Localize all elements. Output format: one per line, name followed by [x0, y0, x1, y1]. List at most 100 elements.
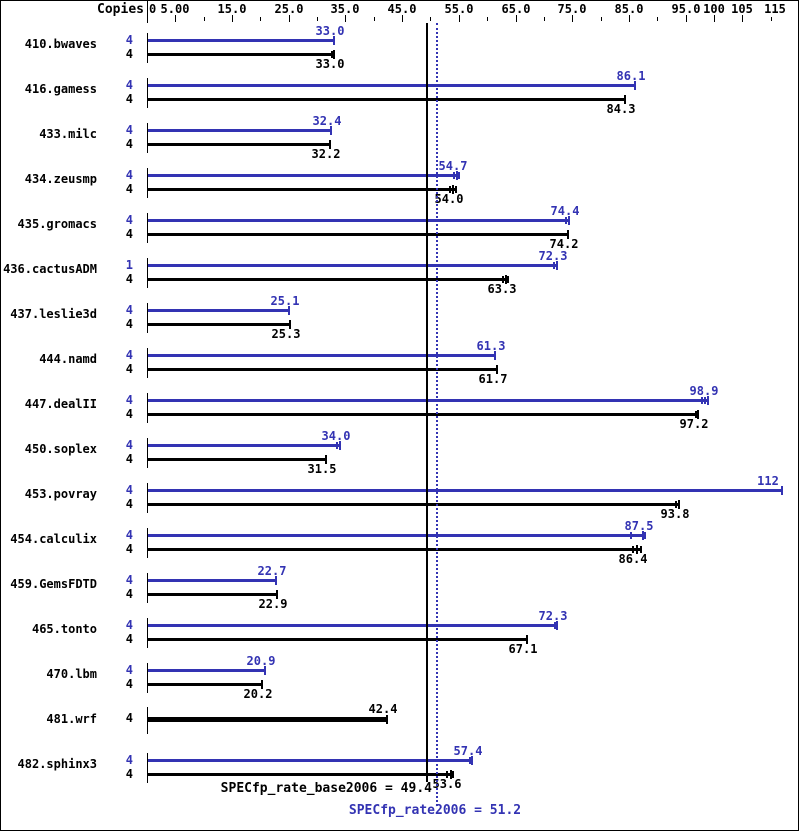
rate-bar: [148, 444, 340, 447]
axis-tick-label: 15.0: [217, 2, 247, 16]
run-mark: [701, 397, 703, 404]
axis-minor-tick: [657, 17, 658, 21]
bar-end-cap: [276, 590, 278, 599]
run-mark: [507, 276, 509, 283]
axis-minor-tick: [204, 17, 205, 21]
group-axis-bracket: [147, 213, 148, 243]
rate-bar: [148, 98, 625, 101]
base-summary: SPECfp_rate_base2006 = 49.4: [220, 781, 432, 796]
rate-value-label: 31.5: [307, 462, 337, 476]
rate-bar: [148, 188, 456, 191]
rate-value-label: 33.0: [315, 24, 345, 38]
copies-value: 4: [125, 393, 133, 407]
copies-value: 4: [125, 92, 133, 106]
rate-value-label: 25.1: [270, 294, 300, 308]
run-mark: [458, 172, 460, 179]
run-mark: [449, 186, 451, 193]
rate-value-label: 63.3: [487, 282, 517, 296]
bar-end-cap: [333, 36, 335, 45]
rate-value-label: 42.4: [368, 702, 398, 716]
base-mean-line: [426, 23, 428, 782]
axis-tick-label: 55.0: [444, 2, 474, 16]
group-axis-bracket: [147, 168, 148, 198]
rate-bar: [148, 489, 782, 492]
axis-major-tick: [714, 15, 715, 22]
run-mark: [446, 771, 448, 778]
axis-major-tick: [232, 15, 233, 22]
rate-value-label: 86.4: [618, 552, 648, 566]
copies-value: 4: [125, 362, 133, 376]
group-axis-bracket: [147, 393, 148, 423]
rate-value-label: 25.3: [271, 327, 301, 341]
axis-major-tick: [289, 15, 290, 22]
bar-end-cap: [264, 666, 266, 675]
bar-end-cap: [275, 576, 277, 585]
bar-end-cap: [261, 680, 263, 689]
copies-value: 4: [125, 767, 133, 781]
rate-bar: [148, 579, 276, 582]
group-axis-bracket: [147, 528, 148, 558]
group-axis-bracket: [147, 438, 148, 468]
copies-value: 4: [125, 438, 133, 452]
rate-bar: [148, 84, 635, 87]
run-mark: [452, 771, 454, 778]
rate-bar: [148, 669, 265, 672]
benchmark-label: 482.sphinx3: [17, 757, 97, 771]
axis-minor-tick: [317, 17, 318, 21]
benchmark-label: 444.namd: [39, 352, 97, 366]
rate-bar: [148, 53, 334, 56]
axis-tick-label: 95.0: [671, 2, 701, 16]
run-mark: [553, 262, 555, 269]
copies-value: 4: [125, 497, 133, 511]
group-axis-bracket: [147, 348, 148, 378]
rate-value-label: 72.3: [538, 609, 568, 623]
axis-tick-label: 100: [703, 2, 725, 16]
group-axis-bracket: [147, 618, 148, 648]
copies-value: 4: [125, 573, 133, 587]
axis-zero-label: 0: [149, 2, 157, 16]
bar-end-cap: [386, 715, 388, 724]
axis-minor-tick: [487, 17, 488, 21]
rate-value-label: 20.9: [246, 654, 276, 668]
copies-value: 4: [125, 452, 133, 466]
group-axis-bracket: [147, 707, 148, 734]
copies-value: 4: [125, 78, 133, 92]
copies-value: 4: [125, 137, 133, 151]
axis-tick-label: 35.0: [330, 2, 360, 16]
rate-value-label: 61.7: [478, 372, 508, 386]
bar-end-cap: [568, 216, 570, 225]
axis-tick-label: 25.0: [274, 2, 304, 16]
benchmark-label: 481.wrf: [46, 712, 97, 726]
rate-bar: [148, 219, 569, 222]
benchmark-label: 465.tonto: [31, 622, 97, 636]
run-mark: [469, 757, 471, 764]
rate-value-label: 72.3: [538, 249, 568, 263]
rate-bar: [148, 143, 330, 146]
rate-value-label: 32.4: [312, 114, 342, 128]
rate-bar: [148, 458, 326, 461]
benchmark-label: 470.lbm: [46, 667, 97, 681]
axis-major-tick: [516, 15, 517, 22]
axis-minor-tick: [260, 17, 261, 21]
group-axis-bracket: [147, 303, 148, 333]
bar-end-cap: [496, 365, 498, 374]
rate-value-label: 112: [757, 474, 779, 488]
axis-minor-tick: [544, 17, 545, 21]
rate-bar: [148, 323, 290, 326]
rate-value-label: 67.1: [508, 642, 538, 656]
rate-bar: [148, 773, 453, 776]
copies-value: 4: [125, 182, 133, 196]
bar-end-cap: [505, 275, 507, 284]
bar-end-cap: [471, 756, 473, 765]
run-mark: [632, 546, 634, 553]
benchmark-label: 435.gromacs: [17, 217, 97, 231]
axis-major-tick: [175, 15, 176, 22]
copies-value: 4: [125, 123, 133, 137]
rate-value-label: 87.5: [624, 519, 654, 533]
axis-minor-tick: [771, 17, 772, 21]
rate-bar: [148, 174, 459, 177]
axis-minor-tick: [374, 17, 375, 21]
benchmark-label: 459.GemsFDTD: [10, 577, 97, 591]
run-mark: [640, 546, 642, 553]
